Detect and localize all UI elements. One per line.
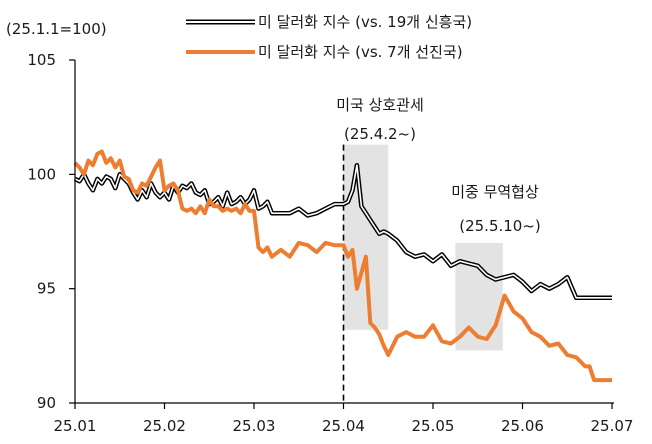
x-tick-label: 25.05	[412, 417, 455, 435]
x-tick-label: 25.04	[322, 417, 365, 435]
annotation-tariff-title: 미국 상호관세	[336, 96, 424, 114]
unit-label: (25.1.1=100)	[6, 20, 107, 38]
y-tick-label: 90	[37, 394, 56, 412]
x-tick-label: 25.03	[233, 417, 276, 435]
axes: 90 95 100 105 25.01 25.02 25.03 25.04 25.05 25.06…	[27, 51, 633, 435]
annotation-trade-title: 미중 무역협상	[451, 183, 539, 201]
series-group	[73, 149, 612, 383]
series-line-dm	[73, 149, 612, 383]
series-line-em-inner	[74, 164, 612, 299]
y-tick-label: 105	[27, 51, 56, 69]
annotation-shades	[343, 144, 503, 351]
annotation-shade-0	[343, 144, 389, 330]
y-tick-label: 95	[37, 280, 56, 298]
legend-label-em: 미 달러화 지수 (vs. 19개 신흥국)	[258, 13, 472, 31]
x-tick-label: 25.01	[54, 417, 97, 435]
x-tick-label: 25.02	[143, 417, 186, 435]
y-tick-label: 100	[27, 165, 56, 183]
annotation-tariff-date: (25.4.2~)	[344, 125, 416, 143]
x-tick-label: 25.06	[501, 417, 544, 435]
annotation-trade-date: (25.5.10~)	[459, 217, 541, 235]
legend-label-dm: 미 달러화 지수 (vs. 7개 선진국)	[258, 43, 463, 61]
x-tick-label: 25.07	[591, 417, 634, 435]
legend: 미 달러화 지수 (vs. 19개 신흥국) 미 달러화 지수 (vs. 7개 …	[186, 13, 472, 61]
